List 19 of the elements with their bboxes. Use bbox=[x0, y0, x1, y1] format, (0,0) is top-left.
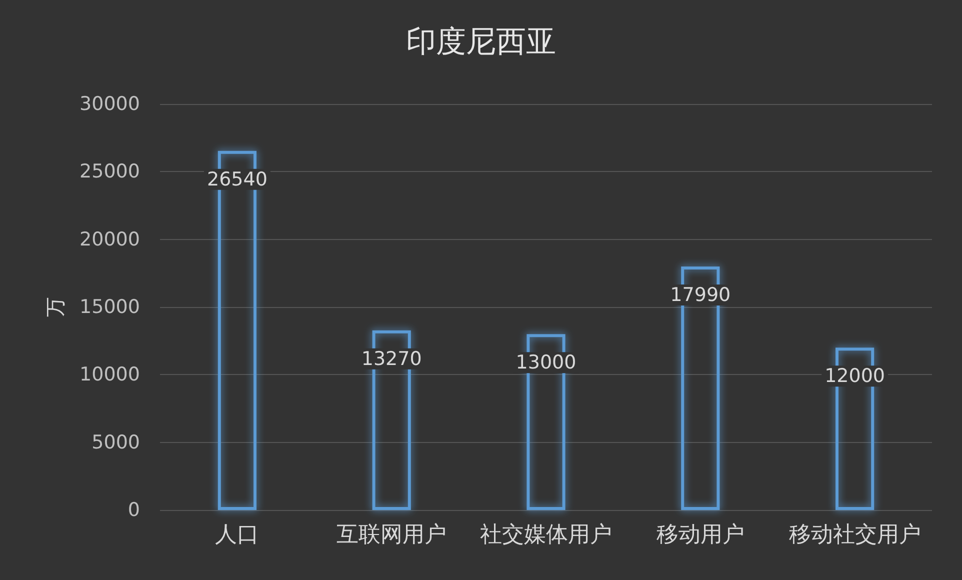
y-axis-title: 万 bbox=[43, 297, 67, 317]
y-tick-label: 0 bbox=[128, 499, 140, 521]
x-tick-label: 人口 bbox=[215, 522, 260, 548]
x-tick-label: 移动社交用户 bbox=[788, 522, 921, 548]
x-tick-label: 社交媒体用户 bbox=[480, 522, 612, 548]
y-tick-label: 5000 bbox=[92, 431, 140, 454]
data-label: 13270 bbox=[361, 348, 422, 370]
chart-title: 印度尼西亚 bbox=[406, 24, 556, 60]
y-tick-label: 15000 bbox=[80, 296, 140, 318]
data-label: 26540 bbox=[206, 168, 268, 190]
data-label: 13000 bbox=[516, 352, 576, 374]
x-tick-label: 移动用户 bbox=[656, 522, 744, 548]
y-tick-label: 30000 bbox=[80, 93, 140, 115]
data-label: 12000 bbox=[824, 365, 886, 388]
data-label: 17990 bbox=[670, 284, 731, 306]
y-tick-label: 10000 bbox=[80, 364, 140, 386]
y-tick-label: 25000 bbox=[80, 160, 140, 183]
x-tick-label: 互联网用户 bbox=[336, 522, 447, 548]
y-tick-label: 20000 bbox=[80, 228, 140, 250]
